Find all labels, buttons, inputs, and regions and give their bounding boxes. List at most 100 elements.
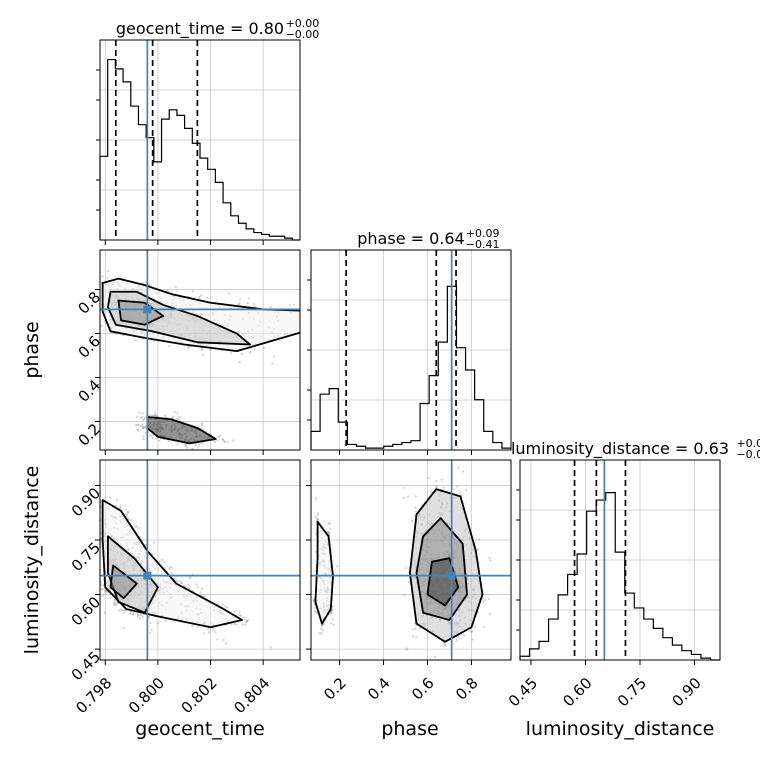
sample-point bbox=[321, 623, 324, 627]
sample-point bbox=[140, 416, 143, 419]
sample-point bbox=[337, 319, 339, 321]
sample-point bbox=[147, 615, 150, 619]
sample-point bbox=[332, 312, 334, 314]
sample-point bbox=[149, 413, 152, 417]
sample-point bbox=[136, 615, 139, 618]
sample-point bbox=[187, 583, 190, 586]
sample-point bbox=[89, 282, 91, 284]
x-tick-label-luminosity_distance: 0.90 bbox=[668, 674, 704, 710]
sample-point bbox=[101, 588, 104, 591]
sample-point bbox=[312, 599, 315, 602]
sample-point bbox=[116, 499, 119, 502]
sample-point bbox=[112, 601, 116, 604]
contour-geocent_time-phase-2 bbox=[117, 299, 165, 326]
sample-point bbox=[249, 351, 252, 354]
sample-point bbox=[76, 471, 78, 473]
sample-point bbox=[314, 497, 318, 500]
sample-point bbox=[134, 424, 138, 427]
y-tick-label-luminosity_distance: 0.60 bbox=[68, 593, 104, 629]
x-tick-label-luminosity_distance: 0.75 bbox=[614, 674, 650, 710]
sample-point bbox=[188, 346, 191, 349]
sample-point bbox=[197, 446, 200, 449]
sample-point bbox=[108, 496, 112, 499]
sample-point bbox=[288, 304, 291, 307]
sample-point bbox=[141, 426, 144, 429]
grid-1-1 bbox=[311, 250, 511, 450]
sample-point bbox=[168, 345, 171, 348]
sample-point bbox=[223, 440, 226, 443]
y-tick-label-luminosity_distance: 0.90 bbox=[68, 484, 104, 520]
sample-point bbox=[141, 426, 145, 430]
sample-point bbox=[337, 320, 339, 322]
sample-point bbox=[176, 412, 179, 415]
sample-point bbox=[148, 631, 151, 634]
sample-point bbox=[224, 642, 228, 645]
sample-point bbox=[321, 624, 324, 627]
sample-point bbox=[336, 308, 338, 310]
x-tick-label-geocent_time: 0.802 bbox=[178, 674, 221, 717]
sample-point bbox=[330, 610, 333, 613]
x-tick-label-phase: 0.2 bbox=[320, 674, 350, 704]
sample-point bbox=[414, 627, 417, 630]
panel-title-phase: phase = 0.64 bbox=[357, 229, 464, 248]
sample-point bbox=[451, 676, 453, 678]
sample-point bbox=[143, 418, 146, 421]
sample-point bbox=[115, 603, 118, 606]
sample-point bbox=[331, 618, 334, 621]
sample-point bbox=[316, 513, 319, 516]
sample-point bbox=[189, 575, 192, 579]
truth-marker-geocent_time-phase bbox=[143, 305, 152, 314]
sample-point bbox=[178, 415, 181, 419]
sample-point bbox=[414, 506, 417, 509]
sample-point bbox=[241, 623, 244, 626]
sample-point bbox=[138, 617, 142, 620]
sample-point bbox=[96, 529, 98, 531]
sample-point bbox=[244, 623, 247, 627]
sample-point bbox=[306, 330, 308, 332]
sample-point bbox=[122, 626, 125, 630]
sample-point bbox=[109, 596, 112, 600]
y-tick-label-luminosity_distance: 0.75 bbox=[68, 539, 104, 575]
sample-point bbox=[457, 466, 460, 469]
sample-point bbox=[106, 591, 109, 594]
sample-point bbox=[313, 609, 316, 613]
sample-point bbox=[150, 628, 153, 631]
sample-point bbox=[464, 489, 468, 492]
sample-point bbox=[407, 495, 410, 498]
sample-point bbox=[418, 627, 421, 630]
sample-point bbox=[217, 436, 220, 439]
sample-point bbox=[135, 525, 138, 528]
sample-point bbox=[136, 428, 139, 431]
sample-point bbox=[100, 324, 103, 327]
panel-title-sub-geocent_time: −0.00 bbox=[286, 28, 320, 41]
sample-point bbox=[463, 634, 466, 637]
panel-frame-0-0 bbox=[99, 39, 301, 241]
sample-point bbox=[184, 443, 187, 446]
sample-point bbox=[262, 346, 266, 349]
x-tick-label-geocent_time: 0.800 bbox=[125, 674, 168, 717]
sample-point bbox=[238, 302, 241, 305]
sample-point bbox=[487, 597, 491, 601]
sample-point bbox=[178, 418, 181, 421]
sample-point bbox=[97, 591, 99, 593]
sample-point bbox=[320, 632, 323, 635]
sample-point bbox=[151, 436, 154, 439]
panel-title-sup-phase: +0.09 bbox=[466, 227, 500, 240]
sample-point bbox=[316, 511, 319, 514]
sample-point bbox=[142, 425, 145, 428]
sample-point bbox=[186, 446, 189, 449]
sample-point bbox=[269, 305, 272, 309]
sample-point bbox=[443, 642, 446, 645]
sample-point bbox=[314, 515, 317, 519]
sample-point bbox=[103, 611, 106, 614]
truth-marker-phase-luminosity_distance bbox=[447, 571, 456, 580]
x-axis-label-geocent_time: geocent_time bbox=[135, 718, 264, 740]
sample-point bbox=[223, 440, 226, 443]
sample-point bbox=[129, 611, 132, 614]
sample-point bbox=[327, 531, 331, 534]
sample-point bbox=[232, 439, 235, 442]
sample-point bbox=[325, 314, 327, 316]
sample-point bbox=[488, 612, 491, 615]
sample-point bbox=[180, 581, 184, 585]
